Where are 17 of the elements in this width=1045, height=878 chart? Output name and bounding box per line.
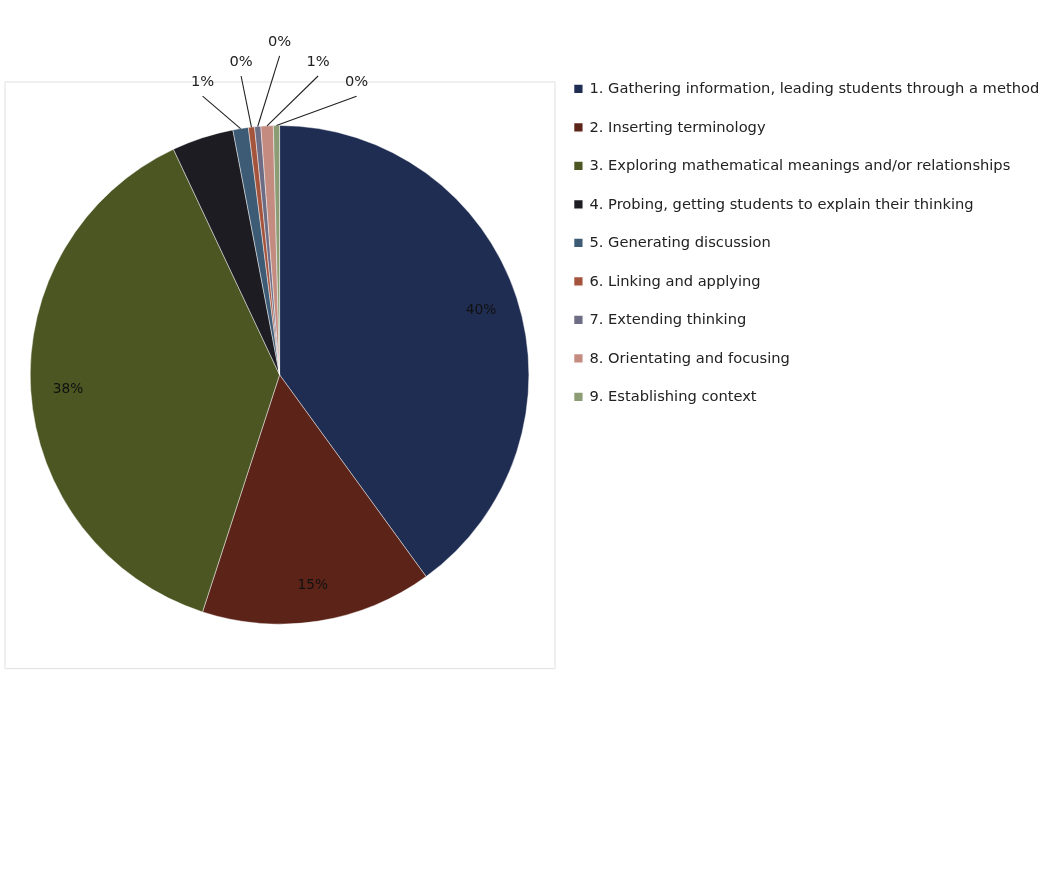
- data-label: 38%: [52, 379, 84, 396]
- legend-label: 5. Generating discussion: [589, 233, 771, 251]
- data-label: 0%: [344, 72, 369, 90]
- data-label: 0%: [267, 31, 292, 49]
- data-label: 1%: [306, 51, 330, 69]
- legend-label: 3. Exploring mathematical meanings and/or relationships: [589, 156, 1011, 174]
- legend-label: 8. Orientating and focusing: [589, 348, 790, 366]
- legend-label: 2. Inserting terminology: [589, 117, 766, 135]
- data-label: 15%: [297, 575, 329, 592]
- legend-label: 9. Establishing context: [589, 387, 757, 405]
- legend-label: 7. Extending thinking: [589, 310, 747, 328]
- legend-label: 4. Probing, getting students to explain their thinking: [589, 194, 974, 212]
- data-label: 1%: [190, 72, 215, 90]
- data-label: 0%: [229, 51, 253, 69]
- legend-label: 6. Linking and applying: [589, 271, 761, 289]
- legend-label: 1. Gathering information, leading students through a method: [589, 79, 1040, 97]
- data-label: 40%: [465, 300, 497, 317]
